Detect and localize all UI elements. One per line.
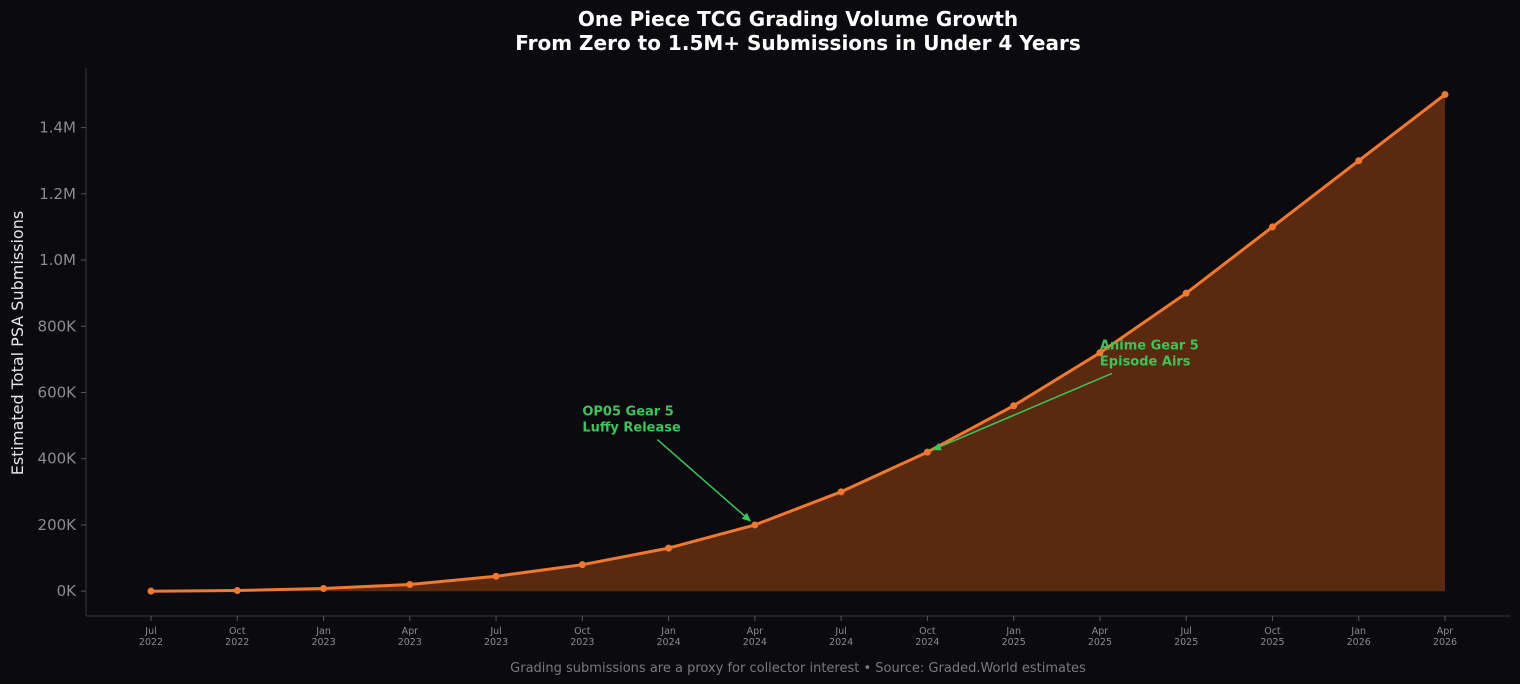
y-tick-label: 200K: [38, 516, 78, 534]
chart-title: One Piece TCG Grading Volume Growth: [578, 7, 1018, 31]
chart-subtitle: From Zero to 1.5M+ Submissions in Under …: [515, 31, 1081, 55]
data-point: [492, 572, 500, 580]
x-tick-year: 2023: [484, 637, 508, 648]
data-point: [837, 488, 845, 496]
x-tick-month: Jul: [1179, 626, 1191, 637]
data-point: [578, 561, 586, 569]
x-tick-year: 2024: [829, 637, 853, 648]
data-point: [1010, 402, 1018, 410]
annotation-label: Anime Gear 5: [1100, 338, 1199, 353]
data-point: [1096, 349, 1104, 357]
x-tick-year: 2023: [398, 637, 422, 648]
x-tick-year: 2024: [743, 637, 767, 648]
x-ticks: Jul2022Oct2022Jan2023Apr2023Jul2023Oct20…: [139, 616, 1457, 648]
x-tick-month: Jan: [1350, 626, 1366, 637]
y-tick-label: 1.0M: [39, 251, 76, 269]
x-tick-year: 2025: [1088, 637, 1112, 648]
data-point: [147, 587, 155, 595]
x-tick-month: Jul: [489, 626, 501, 637]
y-tick-label: 400K: [38, 450, 78, 468]
data-point: [923, 448, 931, 456]
x-tick-year: 2023: [311, 637, 335, 648]
x-tick-year: 2025: [1174, 637, 1198, 648]
annotation-arrow: [931, 372, 1113, 451]
data-point: [1268, 223, 1276, 231]
data-point: [233, 587, 241, 595]
x-tick-month: Apr: [1092, 626, 1109, 637]
y-tick-label: 0K: [57, 582, 78, 600]
x-tick-year: 2022: [225, 637, 249, 648]
footnote: Grading submissions are a proxy for coll…: [510, 661, 1086, 676]
annotation-arrow: [656, 439, 752, 522]
x-tick-year: 2025: [1002, 637, 1026, 648]
x-tick-month: Oct: [229, 626, 246, 637]
y-tick-label: 1.4M: [39, 119, 76, 137]
data-point: [751, 521, 759, 529]
data-point: [1441, 90, 1449, 98]
x-tick-year: 2025: [1260, 637, 1284, 648]
data-point: [1355, 157, 1363, 165]
x-tick-year: 2022: [139, 637, 163, 648]
x-tick-month: Apr: [1437, 626, 1454, 637]
y-tick-label: 800K: [38, 317, 78, 335]
y-axis-label: Estimated Total PSA Submissions: [8, 211, 27, 475]
x-tick-month: Jul: [144, 626, 156, 637]
series-line: [150, 93, 1446, 593]
x-tick-year: 2026: [1347, 637, 1371, 648]
area-fill: [151, 94, 1445, 592]
y-tick-label: 1.2M: [39, 185, 76, 203]
data-point: [320, 585, 328, 593]
annotation-label: Episode Airs: [1100, 354, 1191, 369]
x-tick-month: Jan: [315, 626, 331, 637]
x-tick-year: 2026: [1433, 637, 1457, 648]
x-tick-month: Oct: [1264, 626, 1281, 637]
x-tick-month: Jan: [660, 626, 676, 637]
x-tick-month: Jul: [834, 626, 846, 637]
data-point: [1182, 289, 1190, 297]
y-tick-label: 600K: [38, 383, 78, 401]
x-tick-month: Jan: [1005, 626, 1021, 637]
x-tick-month: Oct: [574, 626, 591, 637]
y-ticks: 0K 200K 400K 600K 800K 1.0M 1.2M 1.4M: [38, 119, 86, 600]
data-point: [665, 544, 673, 552]
annotation-label: OP05 Gear 5: [582, 405, 673, 420]
x-tick-month: Oct: [919, 626, 936, 637]
x-tick-year: 2024: [657, 637, 681, 648]
x-tick-month: Apr: [402, 626, 419, 637]
data-points: [147, 90, 1449, 595]
data-point: [406, 581, 414, 589]
x-tick-month: Apr: [747, 626, 764, 637]
x-tick-year: 2023: [570, 637, 594, 648]
x-tick-year: 2024: [915, 637, 939, 648]
annotation-label: Luffy Release: [582, 421, 681, 436]
